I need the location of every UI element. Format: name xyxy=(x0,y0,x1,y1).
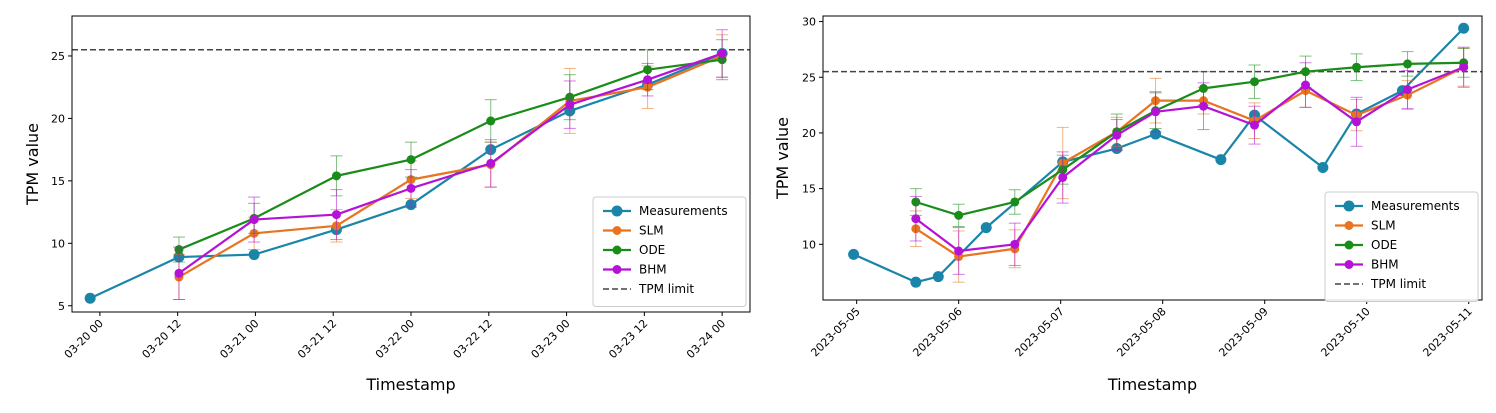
y-tick-label: 15 xyxy=(802,183,816,196)
legend-label: BHM xyxy=(1371,258,1399,272)
data-point-bhm xyxy=(954,246,964,256)
legend-label: BHM xyxy=(639,263,667,277)
data-point-measurements xyxy=(848,248,860,260)
legend-label: Measurements xyxy=(639,204,728,218)
data-point-bhm xyxy=(1301,80,1311,90)
data-point-measurements xyxy=(1215,154,1227,166)
legend-box xyxy=(1324,191,1479,302)
legend-box xyxy=(592,196,747,307)
data-point-bhm xyxy=(406,183,416,193)
data-point-ode xyxy=(1352,62,1362,72)
legend-label: SLM xyxy=(1371,219,1396,233)
legend-label: ODE xyxy=(1371,238,1397,252)
data-point-bhm xyxy=(1151,107,1161,117)
y-tick-label: 20 xyxy=(51,112,65,125)
legend-label: ODE xyxy=(639,243,665,257)
legend-swatch-marker xyxy=(612,265,622,274)
series-line-bhm xyxy=(178,52,723,275)
data-point-bhm xyxy=(1199,101,1209,111)
data-point-ode xyxy=(954,210,964,220)
data-point-bhm xyxy=(249,215,259,225)
y-tick-label: 5 xyxy=(58,300,65,313)
legend-label: SLM xyxy=(639,224,664,238)
y-axis-title: TPM value xyxy=(773,117,792,200)
legend-swatch-marker xyxy=(1344,240,1354,250)
data-point-bhm xyxy=(1250,120,1260,130)
series-line-ode xyxy=(178,58,723,251)
plot-area xyxy=(84,29,729,304)
data-point-bhm xyxy=(1058,172,1068,182)
data-point-measurements xyxy=(248,249,260,261)
data-point-ode xyxy=(406,155,416,165)
y-tick-label: 15 xyxy=(51,175,65,188)
legend-swatch-marker xyxy=(611,205,623,217)
data-point-bhm xyxy=(1112,130,1122,140)
data-point-ode xyxy=(1250,77,1260,87)
x-axis-title: Timestamp xyxy=(365,375,455,394)
series-line-slm xyxy=(178,54,723,278)
axes-frame xyxy=(822,15,1483,301)
data-point-measurements xyxy=(932,271,944,283)
axes-frame xyxy=(71,15,751,313)
data-point-measurements xyxy=(1458,22,1470,34)
y-tick-label: 10 xyxy=(802,238,816,251)
y-axis-title: TPM value xyxy=(23,123,42,206)
data-point-bhm xyxy=(1403,85,1413,95)
series-line-ode xyxy=(915,61,1464,217)
legend-swatch-marker xyxy=(1344,221,1354,230)
data-point-measurements xyxy=(84,292,96,304)
y-tick-label: 25 xyxy=(802,71,816,84)
data-point-bhm xyxy=(643,75,653,85)
data-point-bhm xyxy=(717,48,727,58)
data-point-bhm xyxy=(1352,117,1362,127)
data-point-ode xyxy=(486,116,496,126)
legend-label: Measurements xyxy=(1371,199,1460,213)
y-tick-label: 10 xyxy=(51,237,65,250)
data-point-bhm xyxy=(1010,239,1020,249)
data-point-bhm xyxy=(174,268,184,278)
legend-swatch-marker xyxy=(1343,200,1355,212)
series-line-bhm xyxy=(915,66,1465,253)
data-point-ode xyxy=(331,171,341,181)
plot-area xyxy=(848,22,1470,288)
x-axis-title: Timestamp xyxy=(1107,375,1197,394)
data-point-bhm xyxy=(1459,62,1469,72)
legend-swatch-marker xyxy=(612,245,622,255)
data-point-measurements xyxy=(980,222,992,234)
data-point-measurements xyxy=(910,276,922,288)
legend-label: TPM limit xyxy=(1370,277,1426,291)
legend-swatch-marker xyxy=(612,226,622,235)
data-point-bhm xyxy=(565,100,575,110)
data-point-ode xyxy=(1010,197,1020,207)
data-point-ode xyxy=(1403,59,1413,69)
data-point-bhm xyxy=(331,210,341,220)
y-tick-label: 20 xyxy=(802,127,816,140)
y-tick-label: 25 xyxy=(51,50,65,63)
data-point-bhm xyxy=(486,158,496,168)
y-tick-label: 30 xyxy=(802,16,816,29)
data-point-measurements xyxy=(1317,161,1329,173)
data-point-bhm xyxy=(911,214,921,224)
data-point-measurements xyxy=(1150,128,1162,140)
legend-swatch-marker xyxy=(1344,260,1354,269)
legend-label: TPM limit xyxy=(638,282,694,296)
